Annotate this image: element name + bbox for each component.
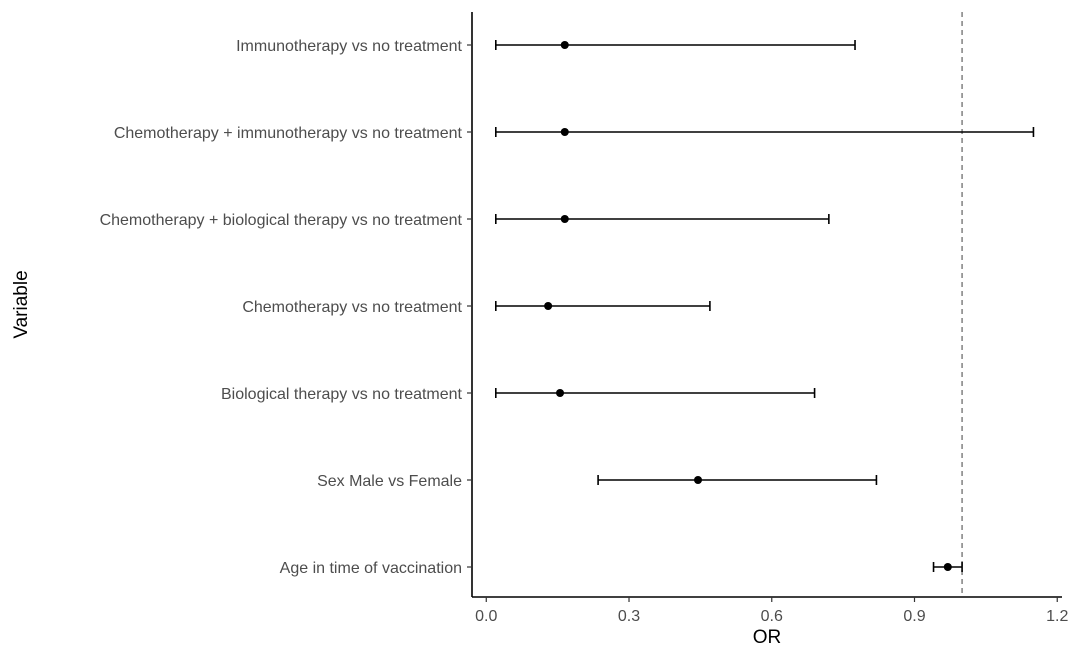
x-axis-title: OR [753, 627, 782, 648]
axes-layer [467, 12, 1062, 602]
estimate-point [560, 215, 569, 223]
x-tick-label: 0.0 [475, 608, 497, 625]
x-tick-labels-layer: 0.0 0.3 0.6 0.9 1.2 [475, 608, 1068, 625]
estimate-point [943, 563, 952, 571]
estimate-point [560, 128, 569, 136]
x-tick-label: 1.2 [1046, 608, 1068, 625]
category-label: Chemotherapy + biological therapy vs no … [100, 212, 463, 229]
x-tick-label: 0.3 [618, 608, 640, 625]
error-bars-layer [494, 40, 1035, 572]
category-label: Chemotherapy + immunotherapy vs no treat… [114, 125, 463, 142]
estimate-point [694, 476, 703, 484]
category-label: Biological therapy vs no treatment [221, 386, 463, 403]
estimate-point [560, 41, 569, 49]
category-label: Age in time of vaccination [280, 560, 462, 577]
x-tick-label: 0.6 [761, 608, 783, 625]
category-label: Chemotherapy vs no treatment [242, 299, 462, 316]
category-labels-layer: Immunotherapy vs no treatment Chemotherap… [100, 38, 463, 577]
category-label: Sex Male vs Female [317, 473, 462, 490]
estimate-point [544, 302, 553, 310]
estimate-point [556, 389, 565, 397]
category-label: Immunotherapy vs no treatment [236, 38, 462, 55]
points-layer [544, 41, 952, 571]
y-axis-title: Variable [11, 270, 32, 338]
x-tick-label: 0.9 [903, 608, 925, 625]
